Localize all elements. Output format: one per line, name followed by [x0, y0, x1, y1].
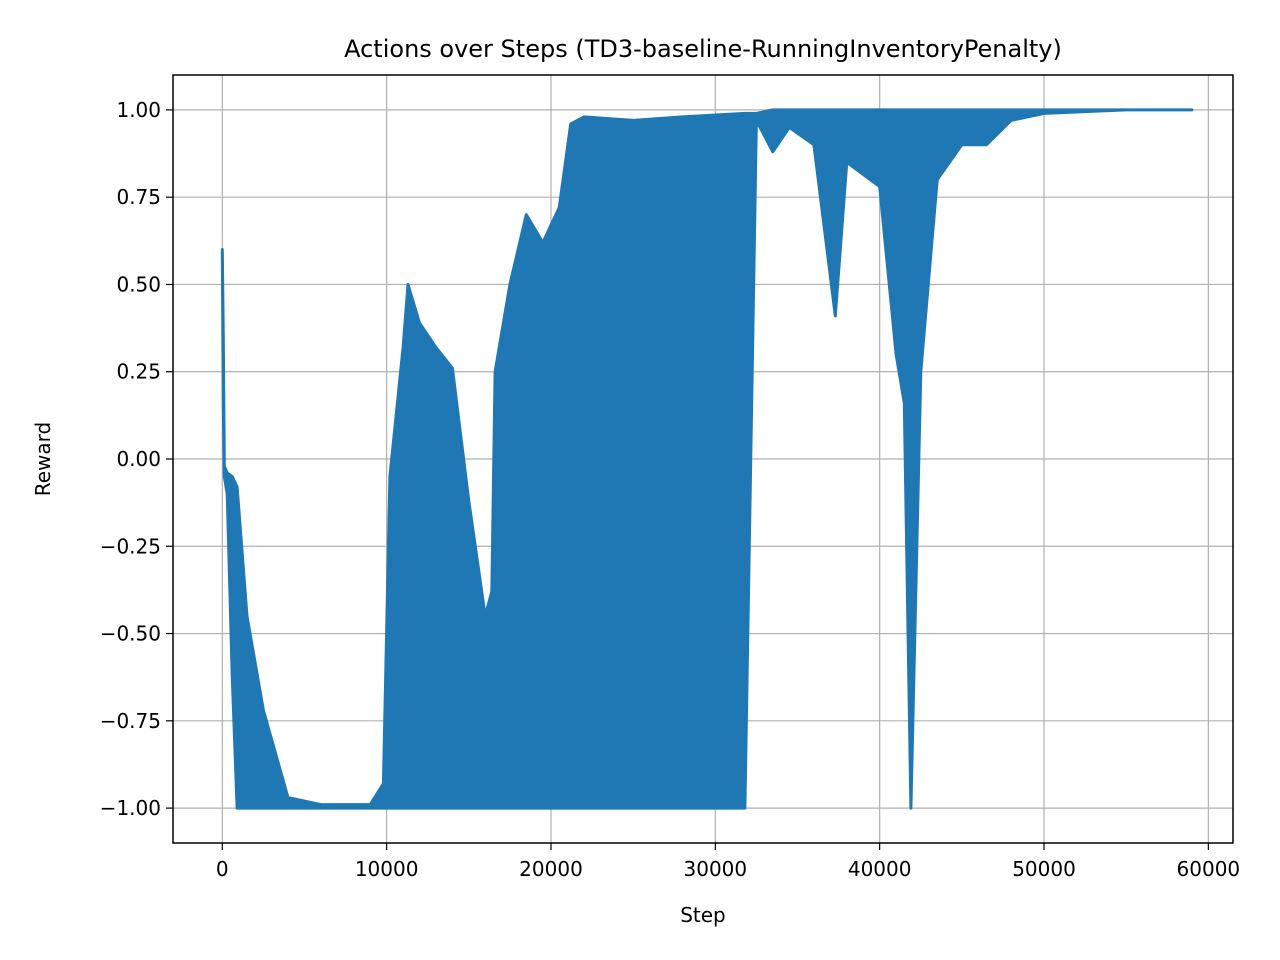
x-tick-label: 30000 [684, 857, 748, 881]
x-tick-label: 40000 [848, 857, 912, 881]
x-axis-label: Step [680, 903, 726, 927]
x-tick-label: 20000 [519, 857, 583, 881]
x-tick-label: 50000 [1012, 857, 1076, 881]
y-tick-label: 0.25 [116, 360, 161, 384]
y-tick-label: 0.50 [116, 272, 161, 296]
series-area [220, 108, 1194, 810]
y-tick-label: 0.00 [116, 447, 161, 471]
x-tick-label: 60000 [1177, 857, 1241, 881]
x-tick-label: 0 [216, 857, 229, 881]
y-axis-label: Reward [31, 422, 55, 496]
ticks: 0 10000 20000 30000 40000 50000 60000 1.00 0.75 0… [100, 98, 1240, 881]
x-tick-label: 10000 [355, 857, 419, 881]
y-tick-label: 0.75 [116, 185, 161, 209]
y-tick-label: −0.50 [100, 622, 161, 646]
chart-title: Actions over Steps (TD3-baseline-Running… [344, 35, 1062, 63]
y-tick-label: −0.75 [100, 709, 161, 733]
y-tick-label: 1.00 [116, 98, 161, 122]
y-tick-label: −1.00 [100, 796, 161, 820]
plot-area [220, 108, 1194, 810]
y-tick-label: −0.25 [100, 534, 161, 558]
